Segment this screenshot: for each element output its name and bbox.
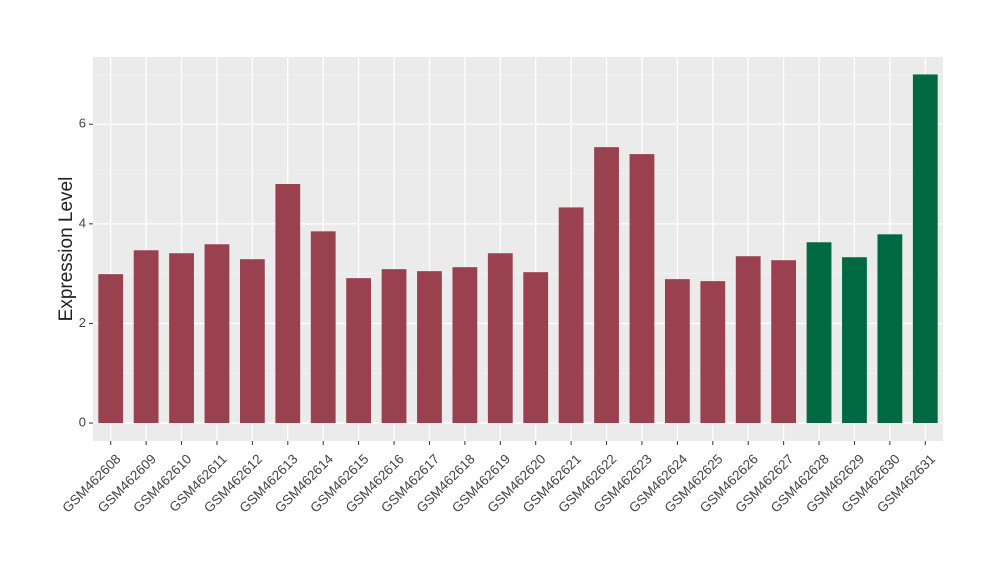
bar xyxy=(310,231,336,424)
bar xyxy=(664,279,690,424)
bar xyxy=(912,74,938,424)
y-tick-label: 6 xyxy=(79,116,86,131)
bar xyxy=(239,259,265,424)
y-axis-label: Expression Level xyxy=(56,177,77,322)
bar xyxy=(735,256,761,424)
bar xyxy=(346,278,372,424)
bar xyxy=(452,267,478,424)
y-tick-label: 4 xyxy=(79,215,86,230)
bar xyxy=(133,250,159,424)
bar xyxy=(877,234,903,424)
bar xyxy=(381,269,407,424)
bar xyxy=(700,281,726,424)
bar xyxy=(275,184,301,424)
bar xyxy=(771,260,797,424)
bar xyxy=(806,242,832,424)
bar xyxy=(629,154,655,424)
y-tick-label: 0 xyxy=(79,415,86,430)
bar xyxy=(594,147,619,424)
bar xyxy=(98,274,124,424)
bar xyxy=(842,257,867,424)
bar xyxy=(558,207,584,424)
y-tick-label: 2 xyxy=(79,315,86,330)
plot-panel xyxy=(93,57,943,441)
bar xyxy=(417,271,442,424)
bar xyxy=(523,272,549,424)
bar xyxy=(487,253,513,424)
bar xyxy=(204,244,230,424)
bar xyxy=(169,253,194,424)
